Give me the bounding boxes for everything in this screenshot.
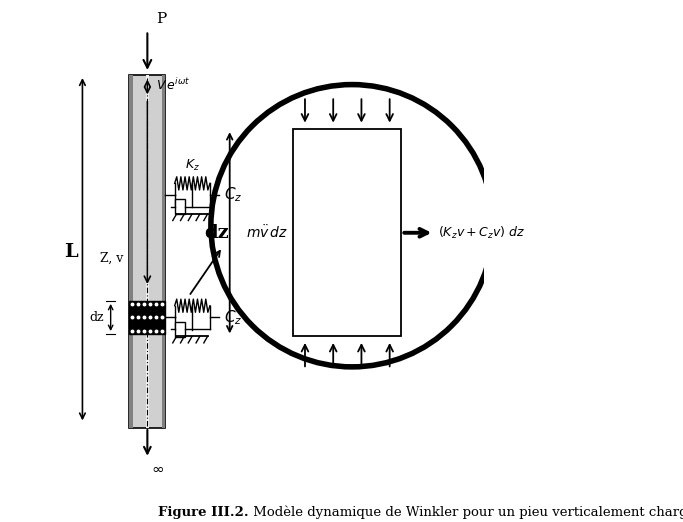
- Bar: [130, 301, 165, 334]
- Bar: [162, 75, 165, 428]
- Text: dz: dz: [204, 224, 229, 242]
- Text: dz: dz: [89, 311, 104, 324]
- Text: $C_z$: $C_z$: [224, 308, 242, 327]
- Text: $C_z$: $C_z$: [224, 186, 242, 205]
- Text: $\infty$: $\infty$: [151, 462, 164, 476]
- Text: $V\,e^{i\omega t}$: $V\,e^{i\omega t}$: [156, 77, 190, 92]
- Text: $m\ddot{v}\,dz$: $m\ddot{v}\,dz$: [246, 224, 288, 241]
- Text: Modèle dynamique de Winkler pour un pieu verticalement chargé.: Modèle dynamique de Winkler pour un pieu…: [249, 506, 683, 519]
- Bar: [130, 75, 165, 428]
- Bar: [175, 199, 185, 215]
- Bar: [175, 322, 185, 337]
- Bar: [293, 129, 402, 336]
- Text: L: L: [64, 243, 77, 260]
- Text: $K_z$: $K_z$: [184, 158, 199, 173]
- Bar: [130, 75, 133, 428]
- Text: Figure III.2.: Figure III.2.: [158, 506, 249, 519]
- Text: P: P: [156, 12, 166, 26]
- Text: Z, v: Z, v: [100, 252, 124, 265]
- Text: $(K_z v+C_z v)\ dz$: $(K_z v+C_z v)\ dz$: [438, 225, 526, 241]
- Bar: [146, 75, 149, 428]
